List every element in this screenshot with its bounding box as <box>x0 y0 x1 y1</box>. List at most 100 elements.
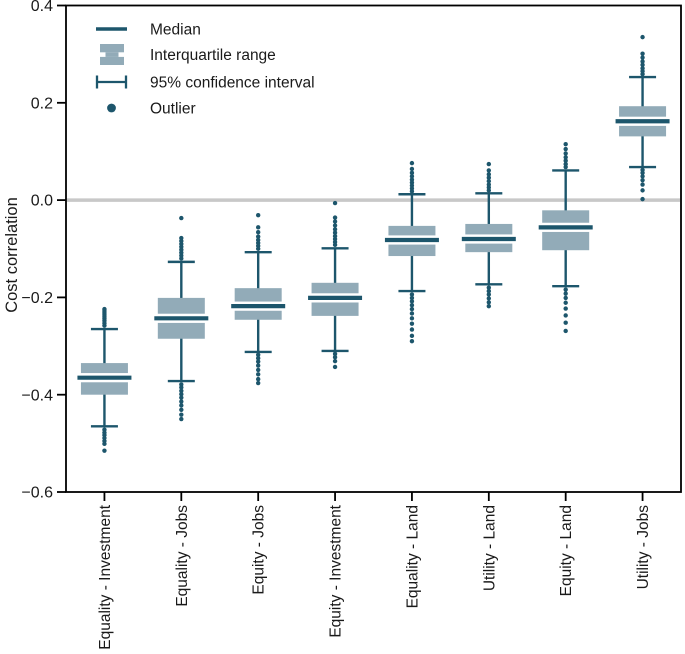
outlier-point <box>640 55 645 60</box>
outlier-point <box>640 62 645 68</box>
outlier-point <box>179 395 184 400</box>
outlier-point <box>409 160 415 166</box>
outlier-point <box>409 299 415 304</box>
outlier-point <box>255 234 261 239</box>
y-tick-label: 0.0 <box>31 193 53 210</box>
outlier-point <box>255 225 261 230</box>
x-axis: Equality - Investment Equality - Jobs Equi… <box>97 492 652 650</box>
x-tick-label: Utility - Jobs <box>635 505 652 590</box>
outlier-point <box>640 177 645 183</box>
x-tick-label: Equality - Land <box>404 505 421 608</box>
outlier-point <box>409 333 415 339</box>
boxplot-group <box>230 212 287 386</box>
boxplot-group <box>76 306 133 453</box>
outlier-point <box>179 399 184 404</box>
boxplot-group <box>383 160 440 344</box>
outlier-point <box>179 412 184 417</box>
outlier-dot-icon <box>107 103 116 113</box>
legend-item-ci: 95% confidence interval <box>95 74 315 91</box>
boxplot-series <box>76 34 671 453</box>
outlier-point <box>179 385 184 390</box>
y-tick-label: −0.2 <box>21 290 53 307</box>
outlier-point <box>102 448 107 453</box>
outlier-point <box>486 182 492 187</box>
outlier-point <box>640 174 645 179</box>
boxplot-group <box>537 141 594 334</box>
legend-item-iqr: Interquartile range <box>98 44 276 65</box>
legend-label-ci: 95% confidence interval <box>150 74 315 91</box>
outlier-point <box>332 364 338 370</box>
outlier-point <box>102 306 107 312</box>
outlier-point <box>640 51 645 56</box>
outlier-point <box>332 358 338 364</box>
outlier-point <box>255 237 261 243</box>
outlier-point <box>563 158 568 163</box>
outlier-point <box>486 292 492 297</box>
outlier-point <box>332 227 338 232</box>
outlier-point <box>486 168 492 173</box>
outlier-point <box>409 295 415 301</box>
outlier-point <box>486 288 492 294</box>
outlier-point <box>332 233 338 239</box>
outlier-point <box>409 316 415 321</box>
outlier-point <box>563 287 568 292</box>
outlier-point <box>409 311 415 316</box>
outlier-point <box>640 59 645 64</box>
outlier-point <box>640 66 645 71</box>
outlier-point <box>486 300 492 305</box>
x-tick-label: Equity - Investment <box>327 504 344 637</box>
legend-item-outlier: Outlier <box>107 100 196 117</box>
legend: Median Interquartile range 95% confidenc… <box>95 21 315 117</box>
outlier-point <box>486 296 492 301</box>
outlier-point <box>486 161 492 167</box>
boxplot-group <box>307 200 364 370</box>
outlier-point <box>486 303 492 309</box>
outlier-point <box>563 151 568 156</box>
outlier-point <box>332 223 338 228</box>
outlier-point <box>179 407 184 412</box>
outlier-point <box>255 212 261 218</box>
outlier-point <box>409 338 415 344</box>
outlier-point <box>486 172 492 177</box>
outlier-point <box>563 300 568 305</box>
outlier-point <box>640 188 645 193</box>
outlier-point <box>640 170 645 176</box>
boxplot-group <box>460 161 517 309</box>
y-tick-label: 0.4 <box>31 0 53 15</box>
outlier-point <box>332 355 338 360</box>
outlier-point <box>486 178 492 184</box>
y-axis-label: Cost correlation <box>3 197 21 313</box>
outlier-point <box>563 161 568 167</box>
outlier-point <box>255 352 261 358</box>
outlier-point <box>409 302 415 308</box>
outlier-point <box>179 416 184 422</box>
legend-label-median: Median <box>150 21 201 38</box>
plot-frame <box>65 4 682 493</box>
outlier-point <box>255 356 261 361</box>
outlier-point <box>332 215 338 220</box>
outlier-point <box>486 285 492 290</box>
outlier-point <box>255 376 261 382</box>
outlier-point <box>640 182 645 187</box>
x-tick-label: Equity - Land <box>558 505 575 596</box>
x-tick-label: Equality - Jobs <box>174 505 191 607</box>
outlier-point <box>563 313 568 318</box>
outlier-point <box>640 196 645 202</box>
outlier-point <box>409 327 415 332</box>
outlier-point <box>255 367 261 373</box>
x-tick-label: Equity - Jobs <box>251 505 268 595</box>
outlier-point <box>409 321 415 326</box>
outlier-point <box>179 392 184 397</box>
outlier-point <box>332 230 338 235</box>
outlier-point <box>563 295 568 301</box>
outlier-point <box>255 372 261 377</box>
boxplot-group <box>614 34 671 202</box>
outlier-point <box>640 34 645 40</box>
outlier-point <box>486 175 492 180</box>
outlier-point <box>409 177 415 182</box>
outlier-point <box>409 170 415 176</box>
outlier-point <box>563 306 568 311</box>
legend-item-median: Median <box>96 21 201 38</box>
